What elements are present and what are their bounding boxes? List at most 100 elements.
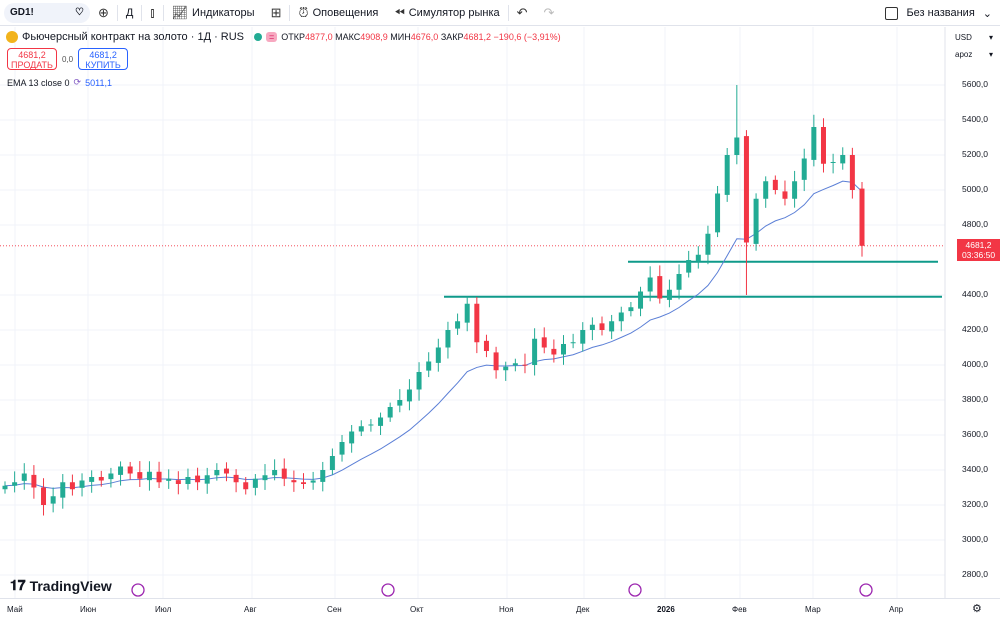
time-tick-label: Дек <box>576 605 590 614</box>
candle-body <box>551 348 557 355</box>
alarm-clock-icon: ⏰︎ <box>298 4 309 20</box>
sell-label: ПРОДАТЬ <box>11 60 53 70</box>
open-label: ОТКР <box>281 32 306 42</box>
time-tick-label: Май <box>7 605 23 614</box>
candle-body <box>185 477 191 484</box>
brand-name: TradingView <box>29 577 112 594</box>
candle-body <box>21 473 27 481</box>
undo-button[interactable]: ↶ <box>509 0 536 26</box>
gold-coin-icon <box>6 31 18 43</box>
candle-body <box>89 477 95 482</box>
high-label: МАКС <box>335 32 361 42</box>
chart-type-button[interactable]: ⫾ <box>142 0 162 26</box>
time-tick-label: Июн <box>80 605 97 614</box>
redo-button[interactable]: ↷ <box>536 0 563 26</box>
candle-body <box>329 456 335 470</box>
settings-gear-icon[interactable]: ⚙ <box>972 603 982 615</box>
candle-body <box>291 480 297 483</box>
candle-body <box>647 277 653 292</box>
candle-body <box>695 254 701 262</box>
candle-body <box>474 303 480 343</box>
candle-body <box>772 179 778 190</box>
candle-body <box>137 472 143 479</box>
candle-body <box>609 321 615 332</box>
candle-body <box>657 276 663 299</box>
candle-body <box>127 466 133 474</box>
layout-menu[interactable]: Без названия ⌄ <box>885 0 992 26</box>
candle-body <box>233 474 239 483</box>
chevron-down-icon: ⌄ <box>982 7 992 20</box>
chevron-down-icon: ▾ <box>988 50 993 59</box>
candle-body <box>252 478 258 488</box>
trade-panel: 4681,2 ПРОДАТЬ 0,0 4681,2 КУПИТЬ <box>7 48 129 70</box>
alerts-button[interactable]: ⏰︎ Оповещения <box>290 0 386 26</box>
candle-body <box>705 233 711 255</box>
rewind-icon: ⏪︎ <box>394 4 405 20</box>
candle-body <box>195 475 201 483</box>
price-tick-label: 3600,0 <box>962 429 988 439</box>
candle-body <box>166 478 172 481</box>
candle-body <box>532 338 538 365</box>
candles-icon: ⫾ <box>150 4 155 20</box>
candle-body <box>12 482 18 486</box>
equals-icon[interactable]: = <box>266 32 278 42</box>
high-value: 4908,9 <box>360 32 388 42</box>
loading-icon: ⟳ <box>73 77 82 87</box>
candle-body <box>840 155 846 164</box>
top-toolbar: GD1! ♡ ⊕ Д ⫾ 📈︎ Индикаторы ⊞ ⏰︎ Оповещения … <box>0 0 1000 26</box>
event-marker-icon <box>859 583 873 597</box>
buy-label: КУПИТЬ <box>85 60 121 70</box>
open-value: 4877,0 <box>305 32 333 42</box>
indicators-button[interactable]: 📈︎ Индикаторы <box>164 0 263 26</box>
time-axis[interactable]: Май Июн Июл Авг Сен Окт Ноя Дек 2026 Фев Мар Апр <box>0 598 1000 619</box>
candle-body <box>811 127 817 160</box>
candle-body <box>753 198 759 244</box>
candle-body <box>50 496 56 504</box>
candle-body <box>570 342 576 344</box>
templates-button[interactable]: ⊞ <box>263 0 290 26</box>
sell-button[interactable]: 4681,2 ПРОДАТЬ <box>7 48 57 70</box>
candle-body <box>676 274 682 290</box>
candle-body <box>108 473 114 480</box>
unit-select[interactable]: apoz ▾ <box>955 50 995 59</box>
candle-body <box>666 289 672 300</box>
ema-label: EMA 13 close 0 <box>7 77 70 88</box>
low-value: 4676,0 <box>410 32 439 42</box>
candle-body <box>522 364 528 366</box>
symbol-title: Фьючерсный контракт на золото · 1Д · RUS <box>22 31 245 43</box>
interval-button[interactable]: Д <box>118 0 141 26</box>
compare-button[interactable]: ⊕ <box>90 0 117 26</box>
candle-body <box>204 475 210 484</box>
ema-legend[interactable]: EMA 13 close 0 ⟳ 5011,1 <box>7 77 112 88</box>
buy-button[interactable]: 4681,2 КУПИТЬ <box>78 48 129 70</box>
indicators-icon: 📈︎ <box>171 4 189 20</box>
market-status-icon[interactable] <box>254 33 263 41</box>
tradingview-logo[interactable]: 𝟏𝟕 TradingView <box>10 577 112 594</box>
bar-countdown: 03:36:50 <box>961 250 996 260</box>
price-tick-label: 2800,0 <box>962 569 988 579</box>
candle-body <box>349 431 355 444</box>
price-chart[interactable] <box>0 27 1000 598</box>
close-label: ЗАКР <box>440 32 464 42</box>
candle-body <box>79 480 85 488</box>
candle-body <box>599 323 605 330</box>
price-tick-label: 4000,0 <box>962 359 988 369</box>
ema-value: 5011,1 <box>85 77 112 88</box>
candle-body <box>416 372 422 390</box>
candle-body <box>387 407 393 418</box>
symbol-label: GD1! <box>10 7 34 18</box>
replay-button[interactable]: ⏪︎ Симулятор рынка <box>386 0 507 26</box>
watchlist-icon[interactable]: ♡ <box>75 7 84 18</box>
sell-price: 4681,2 <box>18 50 46 60</box>
candle-body <box>560 344 566 355</box>
price-tick-label: 3200,0 <box>962 499 988 509</box>
candle-body <box>310 480 316 483</box>
candle-body <box>31 474 37 488</box>
candle-body <box>301 482 307 484</box>
symbol-search[interactable]: GD1! ♡ <box>4 2 90 23</box>
candle-body <box>763 181 769 199</box>
currency-select[interactable]: USD ▾ <box>955 33 995 42</box>
candle-body <box>503 366 509 371</box>
change-value: −190,6 (−3,91%) <box>493 32 561 42</box>
price-tick-label: 3800,0 <box>962 394 988 404</box>
